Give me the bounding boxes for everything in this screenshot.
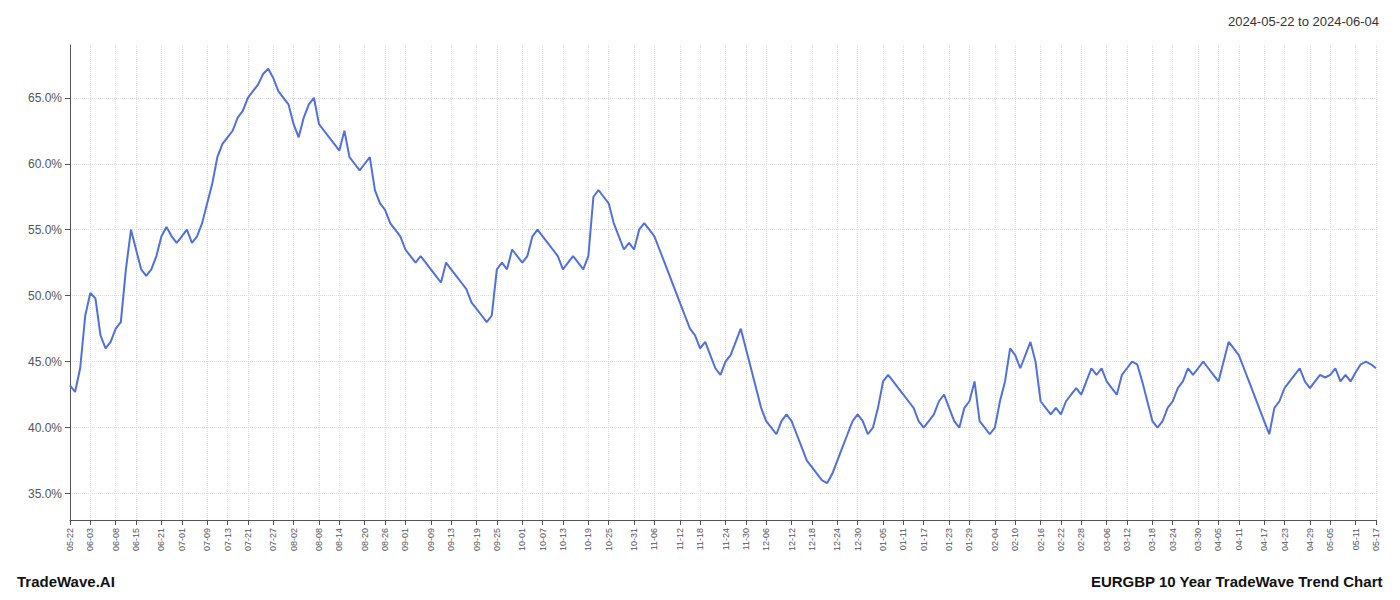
svg-text:10-07: 10-07 <box>538 528 548 551</box>
svg-text:06-03: 06-03 <box>85 528 95 551</box>
svg-text:07-09: 07-09 <box>202 528 212 551</box>
svg-text:02-22: 02-22 <box>1056 528 1066 551</box>
svg-text:50.0%: 50.0% <box>28 289 62 303</box>
svg-text:35.0%: 35.0% <box>28 487 62 501</box>
svg-text:01-05: 01-05 <box>878 528 888 551</box>
svg-text:12-06: 12-06 <box>761 528 771 551</box>
svg-text:04-11: 04-11 <box>1234 528 1244 550</box>
svg-text:07-27: 07-27 <box>268 528 278 551</box>
svg-text:09-19: 09-19 <box>472 528 482 551</box>
svg-text:12-12: 12-12 <box>787 528 797 551</box>
svg-text:03-12: 03-12 <box>1122 528 1132 551</box>
svg-text:12-18: 12-18 <box>807 528 817 551</box>
svg-text:60.0%: 60.0% <box>28 157 62 171</box>
svg-text:07-21: 07-21 <box>243 528 253 551</box>
svg-text:09-09: 09-09 <box>426 528 436 551</box>
svg-text:10-19: 10-19 <box>583 528 593 551</box>
svg-text:55.0%: 55.0% <box>28 223 62 237</box>
svg-text:05-17: 05-17 <box>1371 528 1381 551</box>
svg-text:06-21: 06-21 <box>156 528 166 551</box>
svg-text:2024-05-22 to 2024-06-04: 2024-05-22 to 2024-06-04 <box>1228 14 1379 29</box>
svg-text:12-24: 12-24 <box>832 528 842 551</box>
svg-text:09-25: 09-25 <box>492 528 502 551</box>
svg-text:08-02: 08-02 <box>289 528 299 551</box>
svg-text:65.0%: 65.0% <box>28 91 62 105</box>
svg-text:10-25: 10-25 <box>604 528 614 551</box>
svg-text:03-18: 03-18 <box>1147 528 1157 551</box>
svg-text:02-28: 02-28 <box>1076 528 1086 551</box>
svg-text:03-06: 03-06 <box>1102 528 1112 551</box>
svg-text:08-14: 08-14 <box>334 528 344 551</box>
svg-text:01-29: 01-29 <box>964 528 974 551</box>
svg-text:05-11: 05-11 <box>1351 528 1361 550</box>
svg-text:05-05: 05-05 <box>1325 528 1335 551</box>
svg-text:07-01: 07-01 <box>177 528 187 551</box>
svg-text:04-17: 04-17 <box>1259 528 1269 551</box>
svg-text:11-18: 11-18 <box>695 528 705 550</box>
svg-text:10-01: 10-01 <box>517 528 527 551</box>
svg-text:05-22: 05-22 <box>65 528 75 551</box>
svg-text:01-23: 01-23 <box>944 528 954 551</box>
svg-text:11-12: 11-12 <box>675 528 685 550</box>
svg-text:10-13: 10-13 <box>558 528 568 551</box>
svg-text:04-05: 04-05 <box>1213 528 1223 551</box>
svg-text:09-01: 09-01 <box>400 528 410 551</box>
svg-text:01-17: 01-17 <box>919 528 929 551</box>
svg-text:01-11: 01-11 <box>898 528 908 550</box>
svg-text:45.0%: 45.0% <box>28 355 62 369</box>
svg-text:04-23: 04-23 <box>1280 528 1290 551</box>
svg-text:12-30: 12-30 <box>853 528 863 551</box>
svg-text:11-30: 11-30 <box>741 528 751 550</box>
svg-text:11-06: 11-06 <box>649 528 659 550</box>
svg-text:02-16: 02-16 <box>1036 528 1046 551</box>
svg-text:07-13: 07-13 <box>223 528 233 551</box>
svg-text:03-24: 03-24 <box>1168 528 1178 551</box>
svg-text:02-10: 02-10 <box>1010 528 1020 551</box>
svg-text:04-29: 04-29 <box>1305 528 1315 551</box>
svg-text:11-24: 11-24 <box>721 528 731 550</box>
svg-text:08-26: 08-26 <box>380 528 390 551</box>
svg-text:40.0%: 40.0% <box>28 421 62 435</box>
svg-text:08-20: 08-20 <box>360 528 370 551</box>
svg-text:06-08: 06-08 <box>111 528 121 551</box>
svg-text:08-08: 08-08 <box>314 528 324 551</box>
svg-text:10-31: 10-31 <box>629 528 639 551</box>
svg-text:09-13: 09-13 <box>446 528 456 551</box>
svg-text:03-30: 03-30 <box>1193 528 1203 551</box>
svg-text:EURGBP 10 Year TradeWave Trend: EURGBP 10 Year TradeWave Trend Chart <box>1091 573 1383 590</box>
svg-text:TradeWave.AI: TradeWave.AI <box>17 573 115 590</box>
svg-text:06-15: 06-15 <box>131 528 141 551</box>
svg-text:02-04: 02-04 <box>990 528 1000 551</box>
